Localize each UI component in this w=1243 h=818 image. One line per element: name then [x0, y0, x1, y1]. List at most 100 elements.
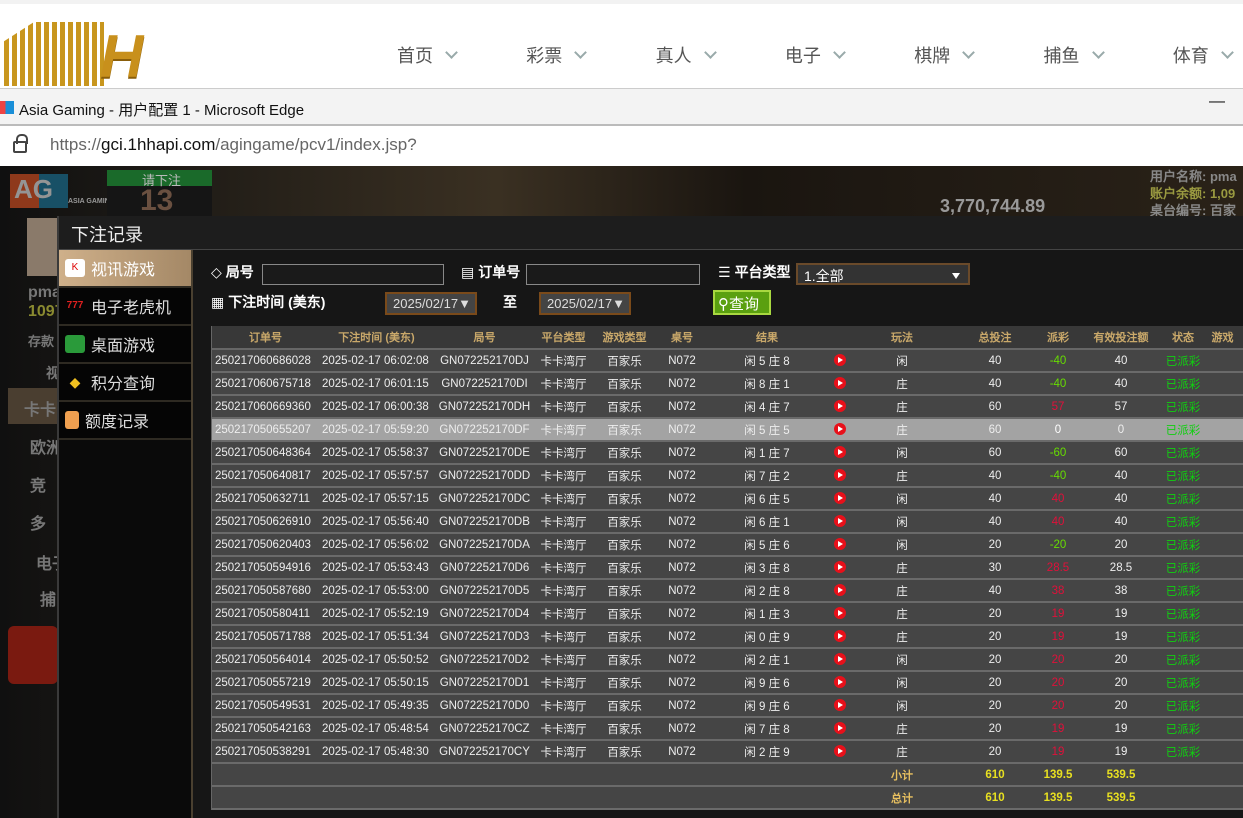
- play-video-icon[interactable]: [833, 561, 846, 574]
- address-bar[interactable]: https://gci.1hhapi.com/agingame/pcv1/ind…: [0, 126, 1243, 166]
- play-video-icon[interactable]: [833, 492, 846, 505]
- table-row[interactable]: 250217050557219 2025-02-17 05:50:15 GN0722…: [212, 671, 1243, 695]
- table-row[interactable]: 250217050571788 2025-02-17 05:51:34 GN0722…: [212, 625, 1243, 649]
- game-type-cell: 百家乐: [592, 533, 657, 557]
- total-bet-cell: 20: [952, 533, 1038, 557]
- game-type-cell: 百家乐: [592, 671, 657, 695]
- video-cell[interactable]: [827, 671, 852, 695]
- nav-item[interactable]: 捕鱼: [1044, 42, 1105, 68]
- table-row[interactable]: 250217050542163 2025-02-17 05:48:54 GN0722…: [212, 717, 1243, 741]
- play-video-icon[interactable]: [833, 538, 846, 551]
- table-row[interactable]: 250217050620403 2025-02-17 05:56:02 GN0722…: [212, 533, 1243, 557]
- sidebar-item-credit-record[interactable]: 额度记录: [59, 402, 191, 440]
- query-button[interactable]: ⚲查询: [713, 290, 771, 315]
- order-number-cell: 250217050549531: [212, 694, 319, 718]
- table-row[interactable]: 250217050655207 2025-02-17 05:59:20 GN0722…: [212, 418, 1243, 442]
- video-cell[interactable]: [827, 694, 852, 718]
- video-cell[interactable]: [827, 349, 852, 373]
- status-cell: 已派彩: [1164, 372, 1202, 396]
- table-row[interactable]: 250217050626910 2025-02-17 05:56:40 GN0722…: [212, 510, 1243, 534]
- total-bet-cell: 40: [952, 464, 1038, 488]
- platform-type-select[interactable]: 1.全部: [796, 263, 970, 285]
- nav-item[interactable]: 体育: [1173, 42, 1234, 68]
- date-to-picker[interactable]: 2025/02/17▼: [539, 292, 631, 315]
- play-video-icon[interactable]: [833, 607, 846, 620]
- total-bet-cell: 20: [952, 694, 1038, 718]
- play-video-icon[interactable]: [833, 630, 846, 643]
- platform-cell: 卡卡湾厅: [535, 487, 592, 511]
- video-cell[interactable]: [827, 372, 852, 396]
- video-cell[interactable]: [827, 395, 852, 419]
- round-number-cell: GN072252170D6: [434, 556, 535, 580]
- platform-cell: 卡卡湾厅: [535, 395, 592, 419]
- total-bet-cell: 40: [952, 579, 1038, 603]
- play-video-icon[interactable]: [833, 676, 846, 689]
- sidebar-item-table-games[interactable]: 桌面游戏: [59, 326, 191, 364]
- result-cell: 闲 6 庄 5: [707, 487, 827, 511]
- status-cell: 已派彩: [1164, 349, 1202, 373]
- play-video-icon[interactable]: [833, 377, 846, 390]
- video-cell[interactable]: [827, 487, 852, 511]
- play-video-icon[interactable]: [833, 722, 846, 735]
- platform-cell: 卡卡湾厅: [535, 602, 592, 626]
- game-type-cell: 百家乐: [592, 418, 657, 442]
- round-number-input[interactable]: [262, 264, 444, 285]
- table-row[interactable]: 250217050632711 2025-02-17 05:57:15 GN0722…: [212, 487, 1243, 511]
- video-cell[interactable]: [827, 418, 852, 442]
- nav-item[interactable]: 电子: [785, 42, 846, 68]
- video-cell[interactable]: [827, 533, 852, 557]
- platform-cell: 卡卡湾厅: [535, 648, 592, 672]
- sidebar-item-points[interactable]: ◆ 积分查询: [59, 364, 191, 402]
- video-cell[interactable]: [827, 464, 852, 488]
- video-cell[interactable]: [827, 510, 852, 534]
- sidebar-item-live-games[interactable]: K 视讯游戏: [59, 250, 191, 288]
- table-row[interactable]: 250217060675718 2025-02-17 06:01:15 GN0722…: [212, 372, 1243, 396]
- table-row[interactable]: 250217050564014 2025-02-17 05:50:52 GN0722…: [212, 648, 1243, 672]
- play-video-icon[interactable]: [833, 584, 846, 597]
- play-cell: 闲: [852, 671, 952, 695]
- order-number-input[interactable]: [526, 264, 700, 285]
- play-video-icon[interactable]: [833, 423, 846, 436]
- table-row[interactable]: 250217050580411 2025-02-17 05:52:19 GN0722…: [212, 602, 1243, 626]
- table-row[interactable]: 250217060686028 2025-02-17 06:02:08 GN0722…: [212, 349, 1243, 373]
- bet-time-cell: 2025-02-17 05:52:19: [319, 602, 434, 626]
- play-video-icon[interactable]: [833, 469, 846, 482]
- result-cell: 闲 1 庄 3: [707, 602, 827, 626]
- game-cell: [1202, 694, 1243, 718]
- date-from-picker[interactable]: 2025/02/17▼: [385, 292, 477, 315]
- sidebar-item-slots[interactable]: 777 电子老虎机: [59, 288, 191, 326]
- table-row[interactable]: 250217050538291 2025-02-17 05:48:30 GN0722…: [212, 740, 1243, 764]
- status-cell: 已派彩: [1164, 556, 1202, 580]
- play-video-icon[interactable]: [833, 354, 846, 367]
- video-cell[interactable]: [827, 648, 852, 672]
- video-cell[interactable]: [827, 441, 852, 465]
- table-row[interactable]: 250217050549531 2025-02-17 05:49:35 GN0722…: [212, 694, 1243, 718]
- nav-item[interactable]: 首页: [397, 42, 458, 68]
- nav-item[interactable]: 彩票: [526, 42, 588, 68]
- play-video-icon[interactable]: [833, 699, 846, 712]
- play-video-icon[interactable]: [833, 745, 846, 758]
- play-cell: 庄: [852, 740, 952, 764]
- play-video-icon[interactable]: [833, 400, 846, 413]
- play-video-icon[interactable]: [833, 515, 846, 528]
- video-cell[interactable]: [827, 579, 852, 603]
- video-cell[interactable]: [827, 625, 852, 649]
- video-cell[interactable]: [827, 556, 852, 580]
- video-cell[interactable]: [827, 717, 852, 741]
- site-logo[interactable]: H GAME: [0, 18, 330, 159]
- table-row[interactable]: 250217050594916 2025-02-17 05:53:43 GN0722…: [212, 556, 1243, 580]
- bet-time-cell: 2025-02-17 05:50:52: [319, 648, 434, 672]
- table-row[interactable]: 250217050648364 2025-02-17 05:58:37 GN0722…: [212, 441, 1243, 465]
- bet-time-cell: 2025-02-17 05:57:15: [319, 487, 434, 511]
- minimize-button[interactable]: —: [1209, 93, 1225, 110]
- video-cell[interactable]: [827, 602, 852, 626]
- nav-item[interactable]: 真人: [656, 42, 717, 68]
- table-row[interactable]: 250217050587680 2025-02-17 05:53:00 GN0722…: [212, 579, 1243, 603]
- play-video-icon[interactable]: [833, 446, 846, 459]
- result-cell: 闲 2 庄 9: [707, 740, 827, 764]
- video-cell[interactable]: [827, 740, 852, 764]
- table-row[interactable]: 250217060669360 2025-02-17 06:00:38 GN0722…: [212, 395, 1243, 419]
- table-row[interactable]: 250217050640817 2025-02-17 05:57:57 GN0722…: [212, 464, 1243, 488]
- play-video-icon[interactable]: [833, 653, 846, 666]
- nav-item[interactable]: 棋牌: [914, 42, 976, 68]
